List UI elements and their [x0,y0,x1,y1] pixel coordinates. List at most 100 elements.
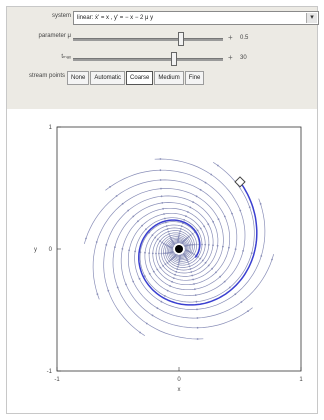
stream-point [164,263,167,266]
stream-point [196,308,198,311]
stream-point [159,158,162,160]
stream-point [166,252,169,255]
stream-point [194,288,196,291]
stream-point [178,258,181,261]
parameter-slider[interactable] [73,32,223,46]
stream-point [196,338,199,340]
stream-point [160,252,163,255]
stream-point [169,235,171,237]
stream-point [171,258,173,260]
tmax-slider-thumb[interactable] [170,52,177,66]
parameter-row: parameter μ + 0.5 [7,29,317,49]
tmax-value: 30 [240,55,247,61]
stream-point [228,246,230,249]
stream-point [242,250,245,252]
tmax-expand-icon[interactable]: + [228,53,233,62]
stream-point [240,301,243,303]
phase-portrait-plot[interactable]: -1 0 1 x 1 0 -1 y [7,109,317,413]
stream-point [183,219,186,221]
stream-point [166,228,169,230]
parameter-expand-icon[interactable]: + [228,33,233,42]
stream-point [178,232,181,235]
stream-lines [83,158,275,340]
stream-points-option-fine[interactable]: Fine [184,71,205,85]
stream-point [193,243,196,246]
stream-point [175,270,178,273]
stream-point [219,275,222,278]
y-axis-ticks: 1 0 -1 y [34,125,61,375]
stream-point [234,248,237,251]
stream-point [187,261,189,263]
stream-point [151,314,154,317]
stream-point [207,244,210,246]
stream-point [187,235,190,238]
stream-point [159,240,161,243]
stream-point [161,241,164,244]
stream-point [177,265,179,268]
stream-point [189,244,192,246]
stream-point [177,237,180,240]
stream-point [196,317,199,319]
stream-point [139,331,142,334]
equilibrium-point [175,245,183,253]
stream-points-option-coarse[interactable]: Coarse [126,71,154,85]
stream-point [201,259,204,262]
stream-point [166,289,169,292]
stream-point [163,213,165,215]
stream-point [160,300,163,303]
stream-point [196,229,199,232]
stream-point [159,169,162,172]
stream-point [186,259,189,262]
stream-points-label: stream points [28,73,65,79]
stream-point [172,277,175,279]
stream-point [132,215,135,218]
stream-point [192,201,195,203]
stream-point [164,243,167,246]
stream-point [184,239,186,241]
stream-point [217,164,219,167]
stream-point [212,244,214,247]
tmax-slider-track[interactable] [73,58,223,61]
controls-panel: system linear: ẋ' = x , y' = − x − 2 μ y… [7,7,319,110]
initial-point-locator[interactable] [234,176,246,188]
stream-point [178,262,180,264]
system-dropdown[interactable]: linear: ẋ' = x , y' = − x − 2 μ y ▾ [73,11,319,25]
plot-area: -1 0 1 x 1 0 -1 y [7,109,317,413]
stream-point [162,252,165,255]
stream-point [194,294,197,296]
stream-point [195,243,198,246]
parameter-value: 0.5 [240,35,249,41]
stream-point [260,255,263,257]
y-axis-label: y [34,247,37,253]
tmax-slider[interactable] [73,52,223,66]
stream-point [248,206,251,209]
stream-point [187,263,190,265]
chevron-down-icon[interactable]: ▾ [306,13,317,23]
stream-point [190,271,193,273]
stream-point [166,261,169,264]
stream-point [169,259,172,262]
stream-points-option-medium[interactable]: Medium [154,71,184,85]
stream-point [223,280,226,283]
stream-point [151,252,154,255]
stream-point [156,307,159,310]
stream-point [154,236,157,239]
parameter-slider-thumb[interactable] [178,32,184,46]
stream-point [210,173,213,176]
stream-point [259,203,262,205]
system-dropdown-value: linear: ẋ' = x , y' = − x − 2 μ y [77,15,154,21]
stream-points-option-none[interactable]: None [67,71,90,85]
parameter-slider-track[interactable] [73,38,223,41]
stream-line [144,158,246,296]
stream-point [164,252,167,255]
stream-point [141,224,144,227]
stream-point [195,195,198,198]
stream-point [168,260,171,263]
stream-point [170,238,173,241]
stream-point [168,233,171,235]
x-axis-ticks: -1 0 1 x [54,367,303,393]
stream-point [172,241,175,244]
stream-point [145,228,147,231]
stream-point [204,261,207,264]
stream-points-option-automatic[interactable]: Automatic [90,71,126,85]
